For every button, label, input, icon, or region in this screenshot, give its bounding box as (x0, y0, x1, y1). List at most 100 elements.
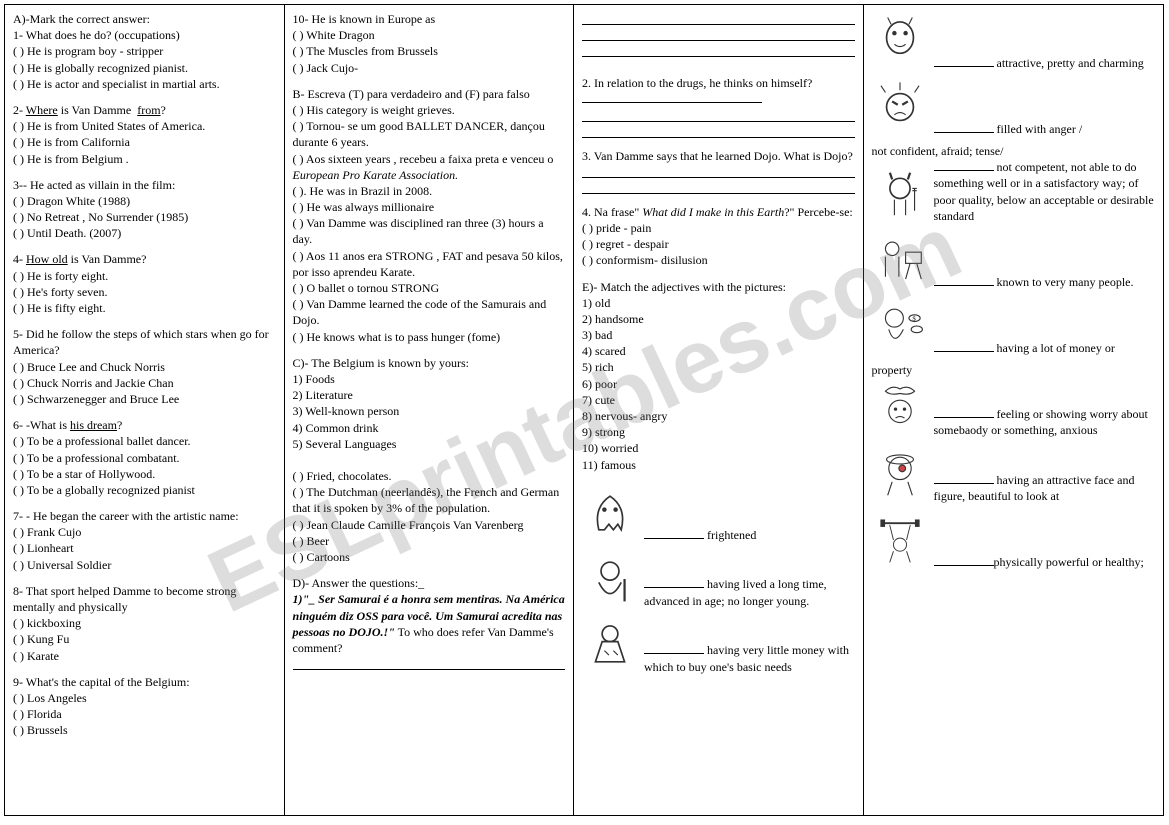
q9-opt2[interactable]: ( ) Florida (13, 706, 276, 722)
c-opt5[interactable]: ( ) Cartoons (293, 549, 566, 565)
section-d-title: D)- Answer the questions:_ (293, 576, 425, 590)
q2-opt2[interactable]: ( ) He is from California (13, 134, 276, 150)
e-adj-6: 6) poor (582, 376, 855, 392)
section-a: A)-Mark the correct answer: 1- What does… (13, 11, 276, 92)
b-opt2[interactable]: ( ) Tornou- se um good BALLET DANCER, da… (293, 118, 566, 150)
q3-opt3[interactable]: ( ) Until Death. (2007) (13, 225, 276, 241)
answer-line[interactable] (293, 656, 566, 670)
clipart-strong-icon (872, 510, 928, 570)
q9-opt1[interactable]: ( ) Los Angeles (13, 690, 276, 706)
e-adj-4: 4) scared (582, 343, 855, 359)
b-opt3[interactable]: ( ) Aos sixteen years , recebeu a faixa … (293, 151, 566, 183)
q6-opt4[interactable]: ( ) To be a globally recognized pianist (13, 482, 276, 498)
match-blank[interactable] (934, 341, 994, 352)
c-opt3[interactable]: ( ) Jean Claude Camille François Van Var… (293, 517, 566, 533)
c-opt4[interactable]: ( ) Beer (293, 533, 566, 549)
q4d-opt1[interactable]: ( ) pride - pain (582, 220, 855, 236)
clipart-poor-icon (582, 615, 638, 675)
b-opt6[interactable]: ( ) Van Damme was disciplined ran three … (293, 215, 566, 247)
q2-text: 2- Where is Van Damme from? (13, 103, 166, 117)
b-opt5[interactable]: ( ) He was always millionaire (293, 199, 566, 215)
q10-opt3[interactable]: ( ) Jack Cujo- (293, 60, 566, 76)
answer-line[interactable] (582, 11, 855, 25)
e-adj-10: 10) worried (582, 440, 855, 456)
clipart-ghost-icon (582, 483, 638, 543)
q3-opt1[interactable]: ( ) Dragon White (1988) (13, 193, 276, 209)
section-e-title: E)- Match the adjectives with the pictur… (582, 280, 786, 294)
answer-line[interactable] (582, 27, 855, 41)
answer-line[interactable] (582, 180, 855, 194)
match-blank[interactable] (934, 407, 994, 418)
b-opt8[interactable]: ( ) O ballet o tornou STRONG (293, 280, 566, 296)
q1-text: 1- What does he do? (occupations) (13, 28, 180, 42)
q5-opt3[interactable]: ( ) Schwarzenegger and Bruce Lee (13, 391, 276, 407)
answer-line[interactable] (582, 108, 855, 122)
b-opt7[interactable]: ( ) Aos 11 anos era STRONG , FAT and pes… (293, 248, 566, 280)
c-item2: 2) Literature (293, 387, 566, 403)
column-4: attractive, pretty and charming filled w… (864, 5, 1163, 815)
d-question-3: 3. Van Damme says that he learned Dojo. … (582, 149, 853, 163)
q8-text: 8- That sport helped Damme to become str… (13, 584, 236, 614)
match-blank[interactable] (644, 644, 704, 655)
match-blank[interactable] (644, 528, 704, 539)
q4-opt1[interactable]: ( ) He is forty eight. (13, 268, 276, 284)
q4-opt3[interactable]: ( ) He is fifty eight. (13, 300, 276, 316)
q6-opt2[interactable]: ( ) To be a professional combatant. (13, 450, 276, 466)
q6-opt3[interactable]: ( ) To be a star of Hollywood. (13, 466, 276, 482)
q3-text: 3-- He acted as villain in the film: (13, 178, 175, 192)
q4d-opt3[interactable]: ( ) conformism- disilusion (582, 252, 855, 268)
answer-line[interactable] (582, 93, 762, 104)
q5-opt2[interactable]: ( ) Chuck Norris and Jackie Chan (13, 375, 276, 391)
match-blank[interactable] (934, 473, 994, 484)
section-a-title: A)-Mark the correct answer: (13, 12, 150, 26)
q8-opt3[interactable]: ( ) Karate (13, 648, 276, 664)
q3-opt2[interactable]: ( ) No Retreat , No Surrender (1985) (13, 209, 276, 225)
q8-opt1[interactable]: ( ) kickboxing (13, 615, 276, 631)
column-1: A)-Mark the correct answer: 1- What does… (5, 5, 285, 815)
q7-opt3[interactable]: ( ) Universal Soldier (13, 557, 276, 573)
column-2: 10- He is known in Europe as ( ) White D… (285, 5, 575, 815)
clipart-rich-icon: $ (872, 296, 928, 356)
worksheet: A)-Mark the correct answer: 1- What does… (4, 4, 1164, 816)
match-blank[interactable] (934, 56, 994, 67)
c-item3: 3) Well-known person (293, 403, 566, 419)
q1-opt1[interactable]: ( ) He is program boy - stripper (13, 43, 276, 59)
b-opt4[interactable]: ( ). He was in Brazil in 2008. (293, 183, 566, 199)
q1-opt3[interactable]: ( ) He is actor and specialist in martia… (13, 76, 276, 92)
answer-line[interactable] (582, 164, 855, 178)
desc-angry-line2: not confident, afraid; tense/ (872, 143, 1155, 159)
e-adj-9: 9) strong (582, 424, 855, 440)
desc-strong: physically powerful or healthy; (994, 555, 1144, 569)
q10-opt2[interactable]: ( ) The Muscles from Brussels (293, 43, 566, 59)
q10-opt1[interactable]: ( ) White Dragon (293, 27, 566, 43)
q8-opt2[interactable]: ( ) Kung Fu (13, 631, 276, 647)
c-opt1[interactable]: ( ) Fried, chocolates. (293, 468, 566, 484)
c-item1: 1) Foods (293, 371, 566, 387)
q4d-opt2[interactable]: ( ) regret - despair (582, 236, 855, 252)
match-blank[interactable] (934, 275, 994, 286)
clipart-old-icon (582, 549, 638, 609)
answer-line[interactable] (582, 43, 855, 57)
q6-opt1[interactable]: ( ) To be a professional ballet dancer. (13, 433, 276, 449)
d-question-4: 4. Na frase" What did I make in this Ear… (582, 205, 853, 219)
q4-opt2[interactable]: ( ) He's forty seven. (13, 284, 276, 300)
q7-opt2[interactable]: ( ) Lionheart (13, 540, 276, 556)
b-opt9[interactable]: ( ) Van Damme learned the code of the Sa… (293, 296, 566, 328)
q2-opt1[interactable]: ( ) He is from United States of America. (13, 118, 276, 134)
clipart-cute-icon (872, 11, 928, 71)
match-blank[interactable] (644, 578, 704, 589)
d-question-1: 1)"_ Ser Samurai é a honra sem mentiras.… (293, 592, 565, 655)
q7-opt1[interactable]: ( ) Frank Cujo (13, 524, 276, 540)
match-blank[interactable] (934, 555, 994, 566)
c-opt2[interactable]: ( ) The Dutchman (neerlandês), the Frenc… (293, 484, 566, 516)
b-opt10[interactable]: ( ) He knows what is to pass hunger (fom… (293, 329, 566, 345)
clipart-worried-icon (872, 378, 928, 438)
q1-opt2[interactable]: ( ) He is globally recognized pianist. (13, 60, 276, 76)
b-opt1[interactable]: ( ) His category is weight grieves. (293, 102, 566, 118)
q2-opt3[interactable]: ( ) He is from Belgium . (13, 151, 276, 167)
q9-opt3[interactable]: ( ) Brussels (13, 722, 276, 738)
q5-opt1[interactable]: ( ) Bruce Lee and Chuck Norris (13, 359, 276, 375)
answer-line[interactable] (582, 124, 855, 138)
match-blank[interactable] (934, 122, 994, 133)
match-blank[interactable] (934, 160, 994, 171)
